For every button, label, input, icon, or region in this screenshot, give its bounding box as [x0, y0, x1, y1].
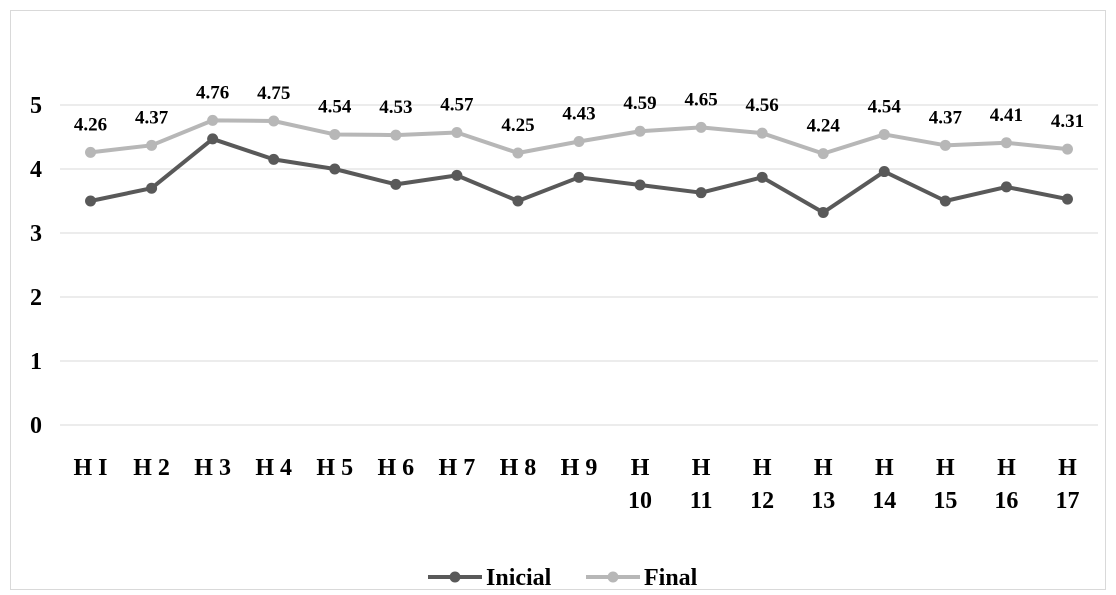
x-tick-label: H [753, 455, 772, 481]
data-point-final [207, 114, 219, 126]
x-tick-label: 12 [750, 488, 774, 514]
y-tick-label: 5 [30, 93, 42, 119]
x-tick-label: 16 [994, 488, 1018, 514]
data-label: 4.25 [501, 115, 534, 136]
legend-marker-inicial [449, 571, 461, 583]
data-point-inicial [573, 171, 585, 183]
data-label: 4.24 [807, 116, 841, 137]
data-point-final [329, 128, 341, 140]
data-point-final [756, 127, 768, 139]
data-point-inicial [878, 166, 890, 178]
data-label: 4.54 [868, 96, 902, 117]
x-tick-label: H [997, 455, 1016, 481]
data-label: 4.53 [379, 97, 412, 118]
data-point-inicial [756, 171, 768, 183]
data-point-final [451, 127, 463, 139]
x-tick-label: H 4 [255, 455, 292, 481]
chart-frame [10, 10, 1106, 590]
x-tick-label: H 7 [439, 455, 476, 481]
data-point-final [695, 121, 707, 133]
x-tick-label: 11 [690, 488, 713, 514]
data-point-inicial [817, 207, 829, 219]
data-point-final [85, 146, 97, 158]
data-label: 4.57 [440, 95, 474, 116]
x-tick-label: H 6 [377, 455, 414, 481]
data-point-final [512, 147, 524, 159]
data-point-inicial [207, 133, 219, 145]
data-label: 4.31 [1051, 111, 1084, 132]
data-point-final [268, 115, 280, 127]
x-tick-label: H 8 [500, 455, 537, 481]
data-label: 4.43 [562, 103, 595, 124]
data-point-final [390, 129, 402, 141]
y-tick-label: 4 [30, 157, 42, 183]
data-label: 4.65 [684, 89, 717, 110]
x-tick-label: H [875, 455, 894, 481]
data-point-inicial [268, 153, 280, 165]
y-tick-label: 2 [30, 285, 42, 311]
data-point-final [634, 125, 646, 137]
data-point-inicial [85, 195, 97, 207]
data-point-inicial [1000, 181, 1012, 193]
data-label: 4.54 [318, 96, 352, 117]
data-point-inicial [451, 169, 463, 181]
data-label: 4.75 [257, 83, 290, 104]
x-tick-label: H I [74, 455, 108, 481]
x-tick-label: H [936, 455, 955, 481]
legend-marker-final [607, 571, 619, 583]
data-point-final [817, 148, 829, 160]
data-point-inicial [634, 179, 646, 191]
data-label: 4.59 [623, 93, 656, 114]
data-point-final [1061, 143, 1073, 155]
data-label: 4.26 [74, 114, 107, 135]
y-tick-label: 3 [30, 221, 42, 247]
data-point-final [878, 128, 890, 140]
data-label: 4.37 [135, 107, 169, 128]
y-tick-label: 1 [30, 349, 42, 375]
legend-label-inicial: Inicial [486, 565, 552, 591]
x-tick-label: H 3 [194, 455, 231, 481]
data-point-inicial [695, 187, 707, 199]
data-point-inicial [939, 195, 951, 207]
x-tick-label: H 2 [133, 455, 170, 481]
data-label: 4.76 [196, 82, 229, 103]
x-tick-label: H 5 [316, 455, 353, 481]
x-tick-label: 10 [628, 488, 652, 514]
data-point-inicial [512, 195, 524, 207]
x-tick-label: 15 [933, 488, 957, 514]
data-point-inicial [1061, 193, 1073, 205]
x-tick-label: H [631, 455, 650, 481]
x-tick-label: 17 [1055, 488, 1079, 514]
data-label: 4.37 [929, 107, 963, 128]
data-point-final [573, 135, 585, 147]
data-label: 4.41 [990, 105, 1023, 126]
data-point-final [1000, 137, 1012, 149]
x-tick-label: 14 [872, 488, 896, 514]
x-tick-label: 13 [811, 488, 835, 514]
data-point-inicial [390, 178, 402, 190]
x-tick-label: H [692, 455, 711, 481]
data-point-final [939, 139, 951, 151]
x-tick-label: H 9 [561, 455, 598, 481]
data-point-inicial [329, 163, 341, 175]
data-point-inicial [146, 182, 158, 194]
x-tick-label: H [814, 455, 833, 481]
x-tick-label: H [1058, 455, 1077, 481]
data-label: 4.56 [746, 95, 779, 116]
y-tick-label: 0 [30, 413, 42, 439]
data-point-final [146, 139, 158, 151]
legend-label-final: Final [644, 565, 698, 591]
